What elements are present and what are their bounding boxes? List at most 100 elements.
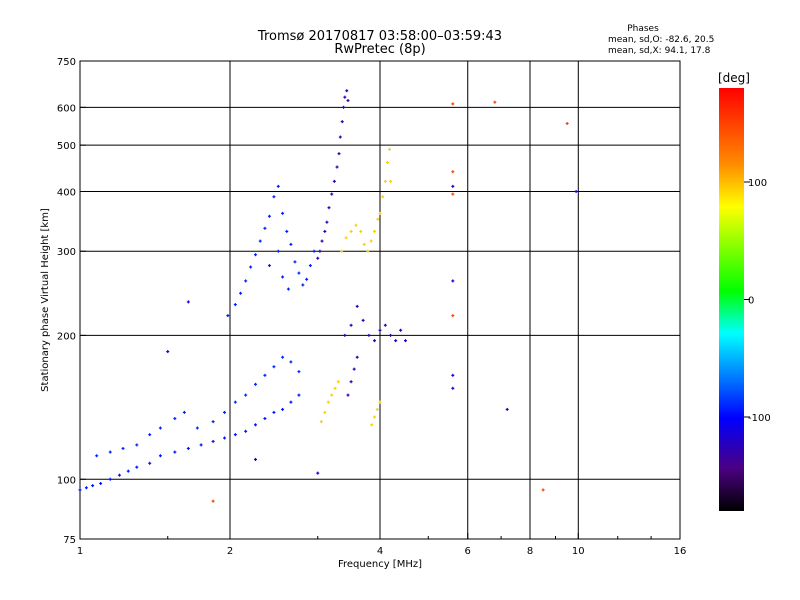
x-tick-label: 1 xyxy=(77,546,83,557)
data-point xyxy=(369,239,373,243)
data-point xyxy=(370,423,374,427)
data-point xyxy=(337,152,341,156)
x-axis-label: Frequency [MHz] xyxy=(338,559,422,570)
x-tick-label: 8 xyxy=(527,546,533,557)
x-tick-label: 10 xyxy=(572,546,585,557)
data-point xyxy=(289,242,293,246)
data-point xyxy=(166,350,170,354)
data-point xyxy=(320,239,324,243)
data-point xyxy=(108,477,112,481)
data-point xyxy=(211,439,215,443)
data-point xyxy=(574,189,578,193)
data-point xyxy=(135,465,139,469)
data-point xyxy=(340,249,344,253)
data-point xyxy=(332,179,336,183)
data-point xyxy=(272,195,276,199)
x-tick-label: 16 xyxy=(674,546,687,557)
y-tick-label: 100 xyxy=(57,475,76,486)
data-point xyxy=(373,339,377,343)
data-point xyxy=(403,339,407,343)
data-point xyxy=(354,223,358,227)
data-point xyxy=(316,256,320,260)
data-point xyxy=(505,407,509,411)
y-tick-label: 750 xyxy=(57,57,76,68)
data-point xyxy=(199,443,203,447)
data-point xyxy=(346,99,350,103)
data-point xyxy=(226,314,230,318)
data-point xyxy=(349,323,353,327)
data-point xyxy=(78,488,82,492)
data-point xyxy=(135,443,139,447)
data-point xyxy=(258,239,262,243)
y-tick-label: 200 xyxy=(57,331,76,342)
phases-line-x: mean, sd,X: 94.1, 17.8 xyxy=(608,46,711,56)
x-tick-label: 6 xyxy=(465,546,471,557)
data-point xyxy=(253,423,257,427)
data-point xyxy=(319,420,323,424)
data-point xyxy=(173,417,177,421)
data-point xyxy=(362,242,366,246)
data-point xyxy=(272,410,276,414)
data-point xyxy=(323,410,327,414)
data-point xyxy=(289,360,293,364)
data-point xyxy=(383,179,387,183)
data-point xyxy=(383,323,387,327)
data-point xyxy=(233,433,237,437)
data-point xyxy=(233,400,237,404)
y-axis-label: Stationary phase Virtual Height [km] xyxy=(40,208,51,392)
data-point xyxy=(451,373,455,377)
data-point xyxy=(541,488,545,492)
data-point xyxy=(308,264,312,268)
data-point xyxy=(323,229,327,233)
chart-title: Tromsø 20170817 03:58:00–03:59:43 xyxy=(257,29,502,44)
data-point xyxy=(211,499,215,503)
colorbar-tick-label: 0 xyxy=(748,296,754,307)
data-point xyxy=(301,283,305,287)
data-point xyxy=(378,211,382,215)
data-point xyxy=(493,100,497,104)
data-point xyxy=(451,184,455,188)
data-point xyxy=(451,192,455,196)
data-point xyxy=(330,192,334,196)
data-point xyxy=(186,300,190,304)
data-point xyxy=(451,386,455,390)
data-point xyxy=(399,328,403,332)
data-point xyxy=(148,461,152,465)
data-point xyxy=(281,275,285,279)
data-point xyxy=(325,220,329,224)
x-axis-ticks: 1 2 4 6 8 10 16 xyxy=(77,533,687,557)
data-point xyxy=(361,318,365,322)
data-point xyxy=(244,279,248,283)
y-axis-ticks: 75 100 200 300 400 500 600 750 xyxy=(57,57,86,546)
data-point xyxy=(381,195,385,199)
data-point xyxy=(375,407,379,411)
data-point xyxy=(148,433,152,437)
data-point xyxy=(276,184,280,188)
chart-subtitle: RwPretec (8p) xyxy=(334,42,425,57)
data-point xyxy=(451,314,455,318)
data-point xyxy=(126,469,130,473)
data-point xyxy=(355,355,359,359)
data-point xyxy=(451,170,455,174)
data-point xyxy=(389,179,393,183)
data-points xyxy=(78,89,578,503)
data-point xyxy=(211,420,215,424)
data-point xyxy=(108,450,112,454)
data-point xyxy=(272,365,276,369)
data-point xyxy=(239,291,243,295)
data-point xyxy=(344,236,348,240)
data-point xyxy=(366,249,370,253)
data-point xyxy=(99,481,103,485)
data-point xyxy=(349,229,353,233)
colorbar-tick-label: -100 xyxy=(748,413,771,424)
data-point xyxy=(267,214,271,218)
data-point xyxy=(253,253,257,257)
phases-line-o: mean, sd,O: -82.6, 20.5 xyxy=(608,35,714,45)
data-point xyxy=(367,333,371,337)
data-point xyxy=(297,271,301,275)
data-point xyxy=(84,486,88,490)
data-point xyxy=(182,410,186,414)
data-point xyxy=(297,370,301,374)
data-point xyxy=(244,393,248,397)
data-point xyxy=(359,229,363,233)
